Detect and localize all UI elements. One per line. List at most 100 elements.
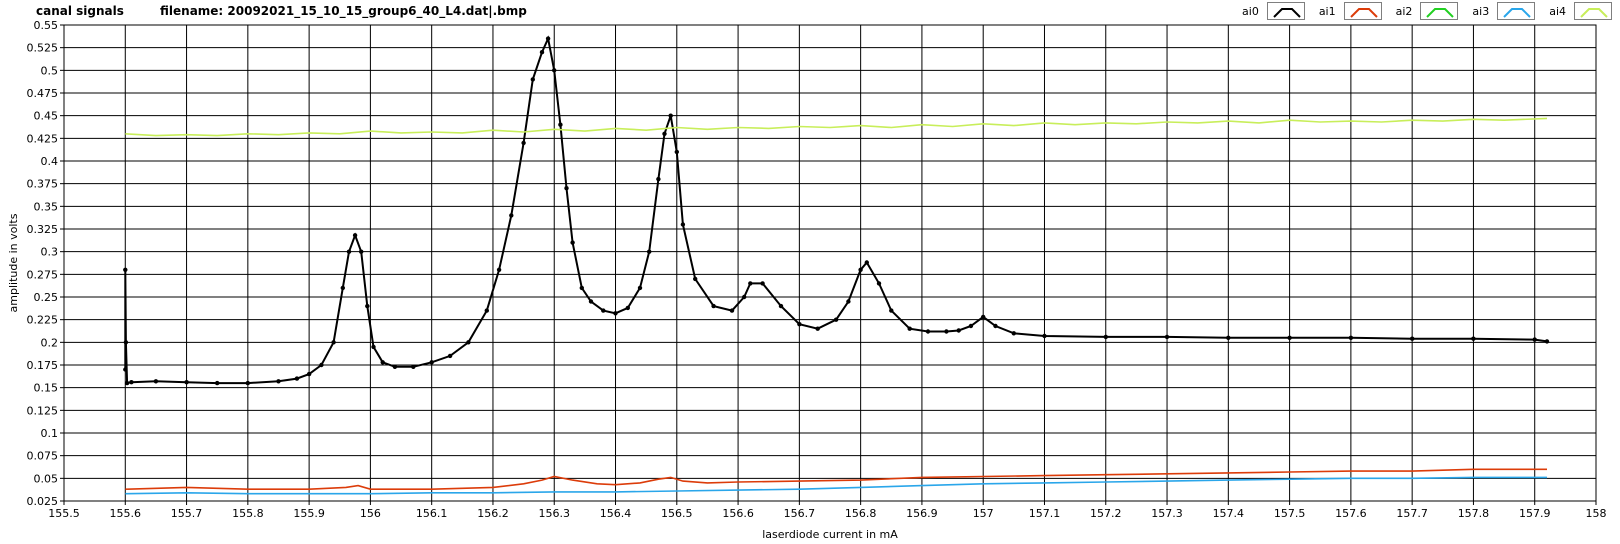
y-tick-label: 0.325 [27,223,59,236]
grid [63,24,1597,502]
chart-header: canal signals filename: 20092021_15_10_1… [0,0,1620,22]
y-tick-label: 0.25 [34,291,59,304]
legend-item-ai0[interactable]: ai0 [1242,2,1305,20]
data-point [447,353,453,359]
y-tick-label: 0.175 [27,359,59,372]
data-point [1164,334,1170,340]
y-tick-label: 0.225 [27,314,59,327]
data-point [748,281,753,286]
data-point [1348,335,1354,340]
data-point [539,50,545,55]
data-point [833,317,839,322]
series-ai1 [125,468,1547,491]
data-point [1410,336,1415,341]
legend-item-ai3[interactable]: ai3 [1472,2,1536,20]
x-tick-label: 157.2 [1090,507,1122,520]
x-axis-ticks: 155.5 155.6 155.7 155.8 155.9 156 156.1 156.2 15… [48,501,1607,520]
data-point [123,340,129,345]
data-point [993,323,998,329]
data-point [797,322,802,327]
data-point [215,380,220,386]
y-axis-label: amplitude in volts [7,213,20,312]
data-point [184,380,189,385]
data-point [1042,333,1047,339]
series-ai4 [125,117,1548,137]
x-axis-label: laserdiode current in mA [762,528,898,541]
x-tick-label: 156 [360,507,381,520]
x-tick-label: 158 [1586,507,1607,520]
data-point [124,380,130,386]
x-tick-label: 157.3 [1151,507,1183,520]
data-point [245,380,250,386]
data-point [1544,339,1550,344]
x-tick-label: 156.1 [416,507,448,520]
y-tick-label: 0.525 [27,42,59,55]
y-tick-label: 0.35 [34,200,59,213]
x-tick-label: 157.4 [1213,507,1245,520]
data-point [579,285,584,291]
data-point [674,149,679,155]
x-tick-label: 155.6 [110,507,142,520]
data-point [365,303,370,309]
plot-area [63,24,1597,502]
legend-label: ai0 [1242,4,1259,18]
series-line-ai3 [125,476,1547,495]
chart-filename: filename: 20092021_15_10_15_group6_40_L4… [160,4,527,18]
y-tick-label: 0.3 [41,246,59,259]
data-point [656,176,661,182]
data-point [306,371,312,377]
data-point [876,281,882,286]
data-point [668,113,673,118]
series-line-ai0 [124,35,1548,385]
data-point [925,329,931,334]
data-point [153,379,159,384]
legend-label: ai2 [1395,4,1413,18]
y-tick-label: 0.45 [34,110,59,123]
x-tick-label: 156.2 [477,507,509,520]
data-point [564,186,569,191]
data-point [601,308,606,313]
legend-label: ai1 [1318,4,1336,18]
y-tick-label: 0.125 [27,404,59,417]
y-tick-label: 0.5 [41,64,59,77]
legend-item-ai4[interactable]: ai4 [1549,2,1612,20]
legend-swatch-ai2[interactable] [1420,2,1459,20]
y-tick-label: 0.375 [27,178,59,191]
legend-swatch-ai1[interactable] [1343,2,1382,20]
data-point [588,299,594,304]
data-point [693,276,698,282]
data-point [858,267,863,272]
x-tick-label: 157.6 [1335,507,1367,520]
data-point [907,326,912,331]
data-point [613,311,618,316]
legend-swatch-ai4[interactable] [1574,2,1612,20]
data-point [1287,335,1292,340]
y-tick-label: 0.2 [41,336,59,349]
data-point [123,267,128,272]
legend-swatch-ai3[interactable] [1497,2,1536,20]
data-point [129,380,134,385]
legend-label: ai4 [1549,4,1566,18]
legend-swatch-ai0[interactable] [1266,2,1305,20]
x-tick-label: 156.3 [538,507,570,520]
data-point [484,308,489,313]
x-tick-label: 156.4 [600,507,632,520]
data-point [760,281,765,286]
x-tick-label: 156.7 [784,507,816,520]
data-point [558,122,563,127]
data-point [371,344,376,350]
x-tick-label: 157 [973,507,994,520]
legend-item-ai1[interactable]: ai1 [1319,2,1382,20]
data-point [956,328,961,333]
data-point [352,233,358,238]
x-tick-label: 157.1 [1029,507,1061,520]
data-point [1226,335,1231,340]
x-tick-label: 156.5 [661,507,693,520]
x-tick-label: 156.9 [906,507,938,520]
series-layer [123,35,1550,495]
data-point [123,367,128,372]
legend-item-ai2[interactable]: ai2 [1396,2,1459,20]
data-point [625,305,630,311]
data-point [944,329,949,334]
